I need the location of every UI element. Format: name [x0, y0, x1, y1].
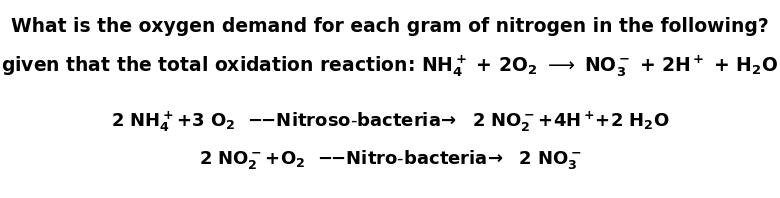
Text: What is the oxygen demand for each gram of nitrogen in the following?: What is the oxygen demand for each gram … [11, 17, 769, 36]
Text: $\mathbf{2\ NH_4^+\!+\!3\ O_2}$  $\mathbf{-\!\!-\!Nitroso\text{-}bacteria\!\righ: $\mathbf{2\ NH_4^+\!+\!3\ O_2}$ $\mathbf… [111, 110, 669, 134]
Text: given that the total oxidation reaction: $\mathbf{NH_4^+}$ $\mathbf{+}$ $\mathbf: given that the total oxidation reaction:… [2, 54, 778, 79]
Text: $\mathbf{2\ NO_2^-\!+\!O_2}$  $\mathbf{-\!\!-\!Nitro\text{-}bacteria\!\rightarro: $\mathbf{2\ NO_2^-\!+\!O_2}$ $\mathbf{-\… [199, 148, 581, 171]
